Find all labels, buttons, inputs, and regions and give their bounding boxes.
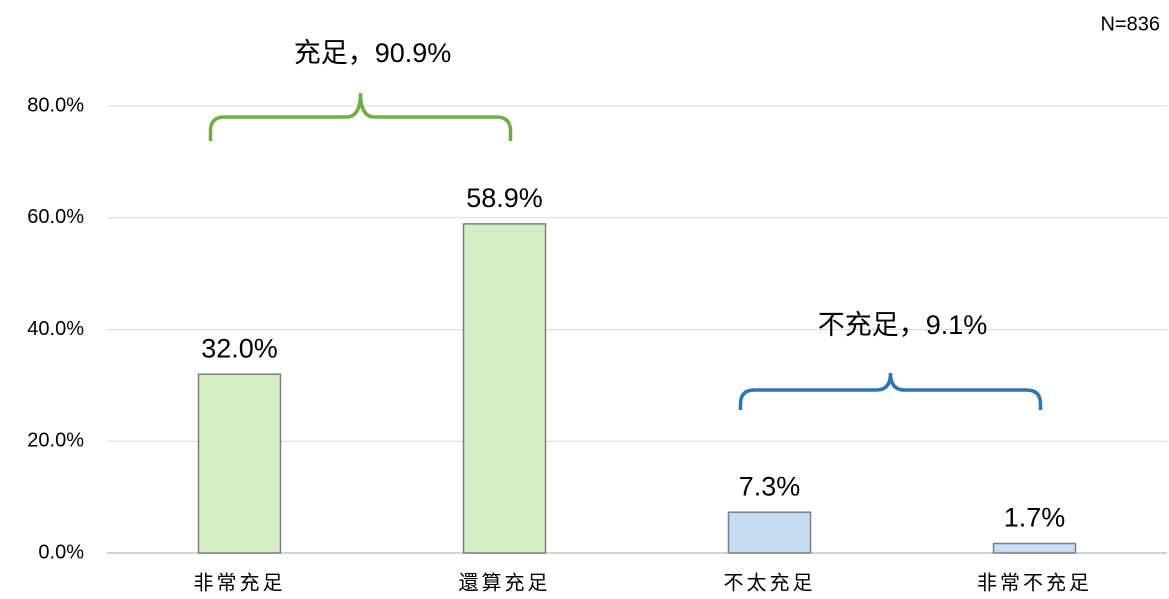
value-label: 7.3% <box>739 471 801 501</box>
y-tick-label: 60.0% <box>27 206 84 228</box>
annotation: 不充足，9.1% <box>818 310 988 340</box>
bar <box>462 223 547 554</box>
x-tick-label: 非常不充足 <box>977 571 1092 594</box>
x-tick-label: 還算充足 <box>459 571 551 594</box>
bracket <box>208 92 513 141</box>
value-label: 32.0% <box>201 333 278 363</box>
y-tick-label: 20.0% <box>27 430 84 452</box>
bar <box>727 511 812 554</box>
value-label: 1.7% <box>1004 503 1066 533</box>
annotation: 充足，90.9% <box>294 38 452 68</box>
value-label: 58.9% <box>466 183 543 213</box>
y-tick-label: 80.0% <box>27 94 84 116</box>
x-tick-label: 不太充足 <box>724 571 816 594</box>
bracket <box>738 372 1043 410</box>
y-tick-label: 40.0% <box>27 318 84 340</box>
sample-size: N=836 <box>1101 13 1161 35</box>
bar <box>992 542 1077 554</box>
x-tick-label: 非常充足 <box>194 571 286 594</box>
bar <box>197 373 282 554</box>
y-tick-label: 0.0% <box>38 541 84 563</box>
